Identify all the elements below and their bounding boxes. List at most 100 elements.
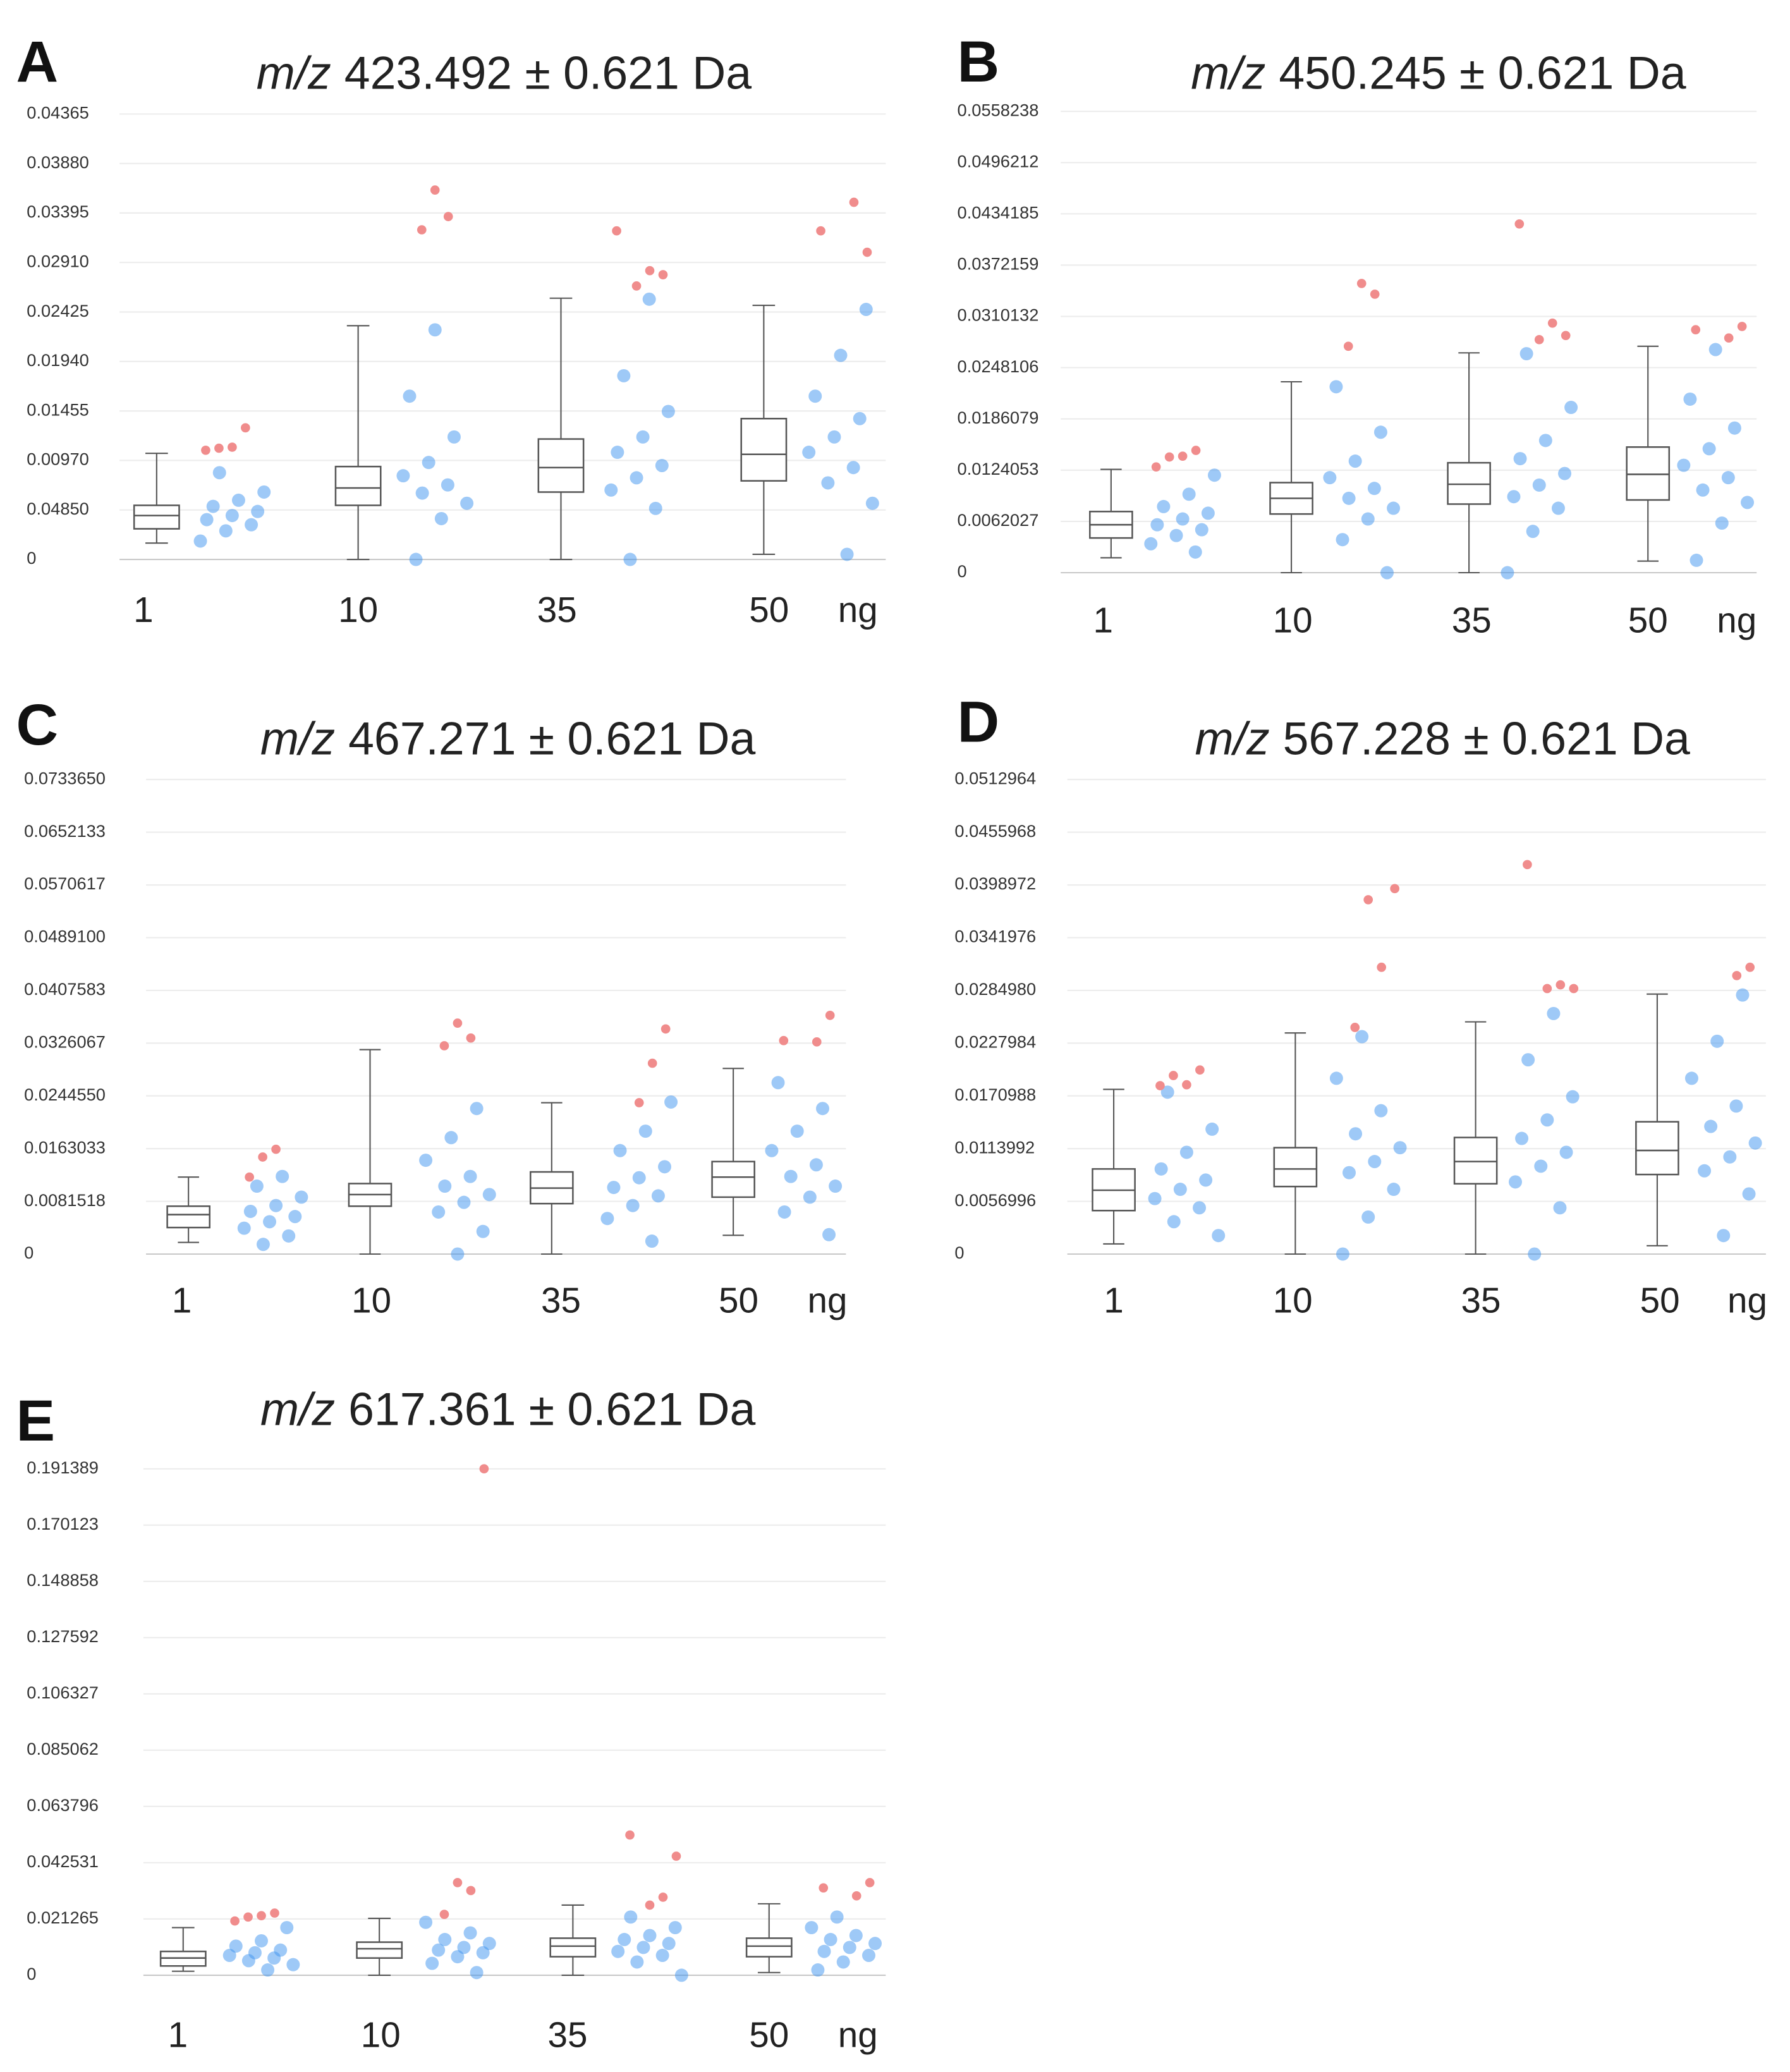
outlier (1745, 962, 1755, 972)
point (1708, 343, 1722, 357)
y-tick-label: 0.03880 (27, 152, 89, 172)
y-tick-label: 0.085062 (27, 1739, 99, 1758)
point (1355, 1030, 1369, 1044)
x-tick-label: 50 (1628, 600, 1668, 640)
panel-letter: E (16, 1387, 56, 1453)
point (470, 1966, 484, 1980)
x-tick-label: 50 (749, 590, 789, 630)
y-tick-label: 0.02425 (27, 301, 89, 320)
panel-letter: D (958, 689, 1000, 755)
point (1564, 401, 1578, 415)
outlier (1523, 860, 1532, 870)
outlier (1547, 318, 1557, 328)
x-unit: ng (838, 590, 878, 630)
outlier (862, 247, 872, 257)
point (824, 1932, 837, 1946)
point (862, 1949, 875, 1962)
box (740, 417, 788, 482)
point (250, 1179, 264, 1193)
point (803, 1190, 817, 1204)
point (1361, 512, 1375, 526)
point (808, 389, 822, 403)
point (1710, 1034, 1724, 1048)
point (1361, 1210, 1375, 1224)
title-text: 617.361 ± 0.621 Da (348, 1384, 755, 1435)
point (415, 486, 429, 500)
point (1393, 1141, 1407, 1155)
outlier (430, 185, 440, 195)
x-tick-label: 1 (172, 1281, 192, 1320)
point (1742, 1187, 1756, 1201)
outlier (1356, 279, 1367, 288)
x-unit: ng (808, 1281, 848, 1320)
outlier (1191, 446, 1201, 455)
point (419, 1915, 433, 1929)
point (1723, 1150, 1737, 1164)
y-tick-label: 0.0733650 (24, 768, 106, 788)
point (1207, 468, 1221, 482)
x-tick-label: 10 (1273, 600, 1313, 640)
point (623, 552, 637, 566)
y-tick-label: 0.0455968 (954, 821, 1036, 841)
point (1526, 525, 1540, 539)
point (1348, 454, 1362, 468)
x-tick-label: 1 (1104, 1281, 1123, 1320)
point (805, 1921, 819, 1935)
box (1273, 1147, 1318, 1188)
panel-title: m/z 423.492 ± 0.621 Da (257, 47, 752, 99)
title-text: 467.271 ± 0.621 Da (348, 713, 755, 765)
point (765, 1143, 779, 1157)
point (664, 1095, 678, 1109)
x-tick-label: 35 (1461, 1281, 1501, 1320)
point (1553, 1201, 1567, 1215)
outlier (453, 1878, 463, 1887)
outlier (466, 1033, 476, 1043)
point (1538, 434, 1552, 448)
point (1559, 1145, 1573, 1159)
point (1148, 1191, 1162, 1205)
y-tick-label: 0.04365 (27, 103, 89, 123)
outlier (625, 1830, 635, 1840)
y-tick-label: 0.0652133 (24, 821, 106, 841)
point (237, 1221, 251, 1235)
y-tick-label: 0.0341976 (954, 927, 1036, 946)
point (1677, 458, 1691, 472)
outlier (812, 1037, 822, 1047)
point (447, 430, 461, 444)
outlier (816, 226, 825, 236)
point (674, 1968, 688, 1982)
point (261, 1963, 275, 1977)
title-text: 423.492 ± 0.621 Da (344, 47, 752, 99)
point (1154, 1162, 1168, 1176)
y-tick-label: 0.01455 (27, 399, 89, 419)
point (1212, 1229, 1226, 1243)
title-text: 450.245 ± 0.621 Da (1279, 47, 1686, 99)
point (476, 1224, 490, 1238)
point (1721, 471, 1735, 485)
point (607, 1181, 621, 1195)
point (1144, 537, 1158, 551)
point (1748, 1136, 1762, 1150)
point (613, 1143, 627, 1157)
point (829, 1179, 843, 1193)
point (1566, 1090, 1580, 1104)
outlier (1363, 895, 1373, 905)
x-tick-label: 35 (537, 590, 577, 630)
x-tick-label: 1 (133, 590, 153, 630)
point (642, 292, 656, 306)
point (1195, 523, 1209, 537)
point (206, 499, 220, 513)
point (1329, 1071, 1343, 1085)
panel-letter: A (16, 28, 59, 94)
box (549, 1937, 597, 1958)
y-tick-label: 0.0512964 (954, 768, 1036, 788)
point (651, 1189, 665, 1203)
point (809, 1158, 823, 1172)
outlier (1569, 984, 1579, 994)
box (133, 504, 180, 530)
point (432, 1205, 446, 1219)
outlier (661, 1024, 671, 1034)
x-tick-label: 50 (719, 1281, 758, 1320)
y-tick-label: 0.0244550 (24, 1085, 106, 1104)
